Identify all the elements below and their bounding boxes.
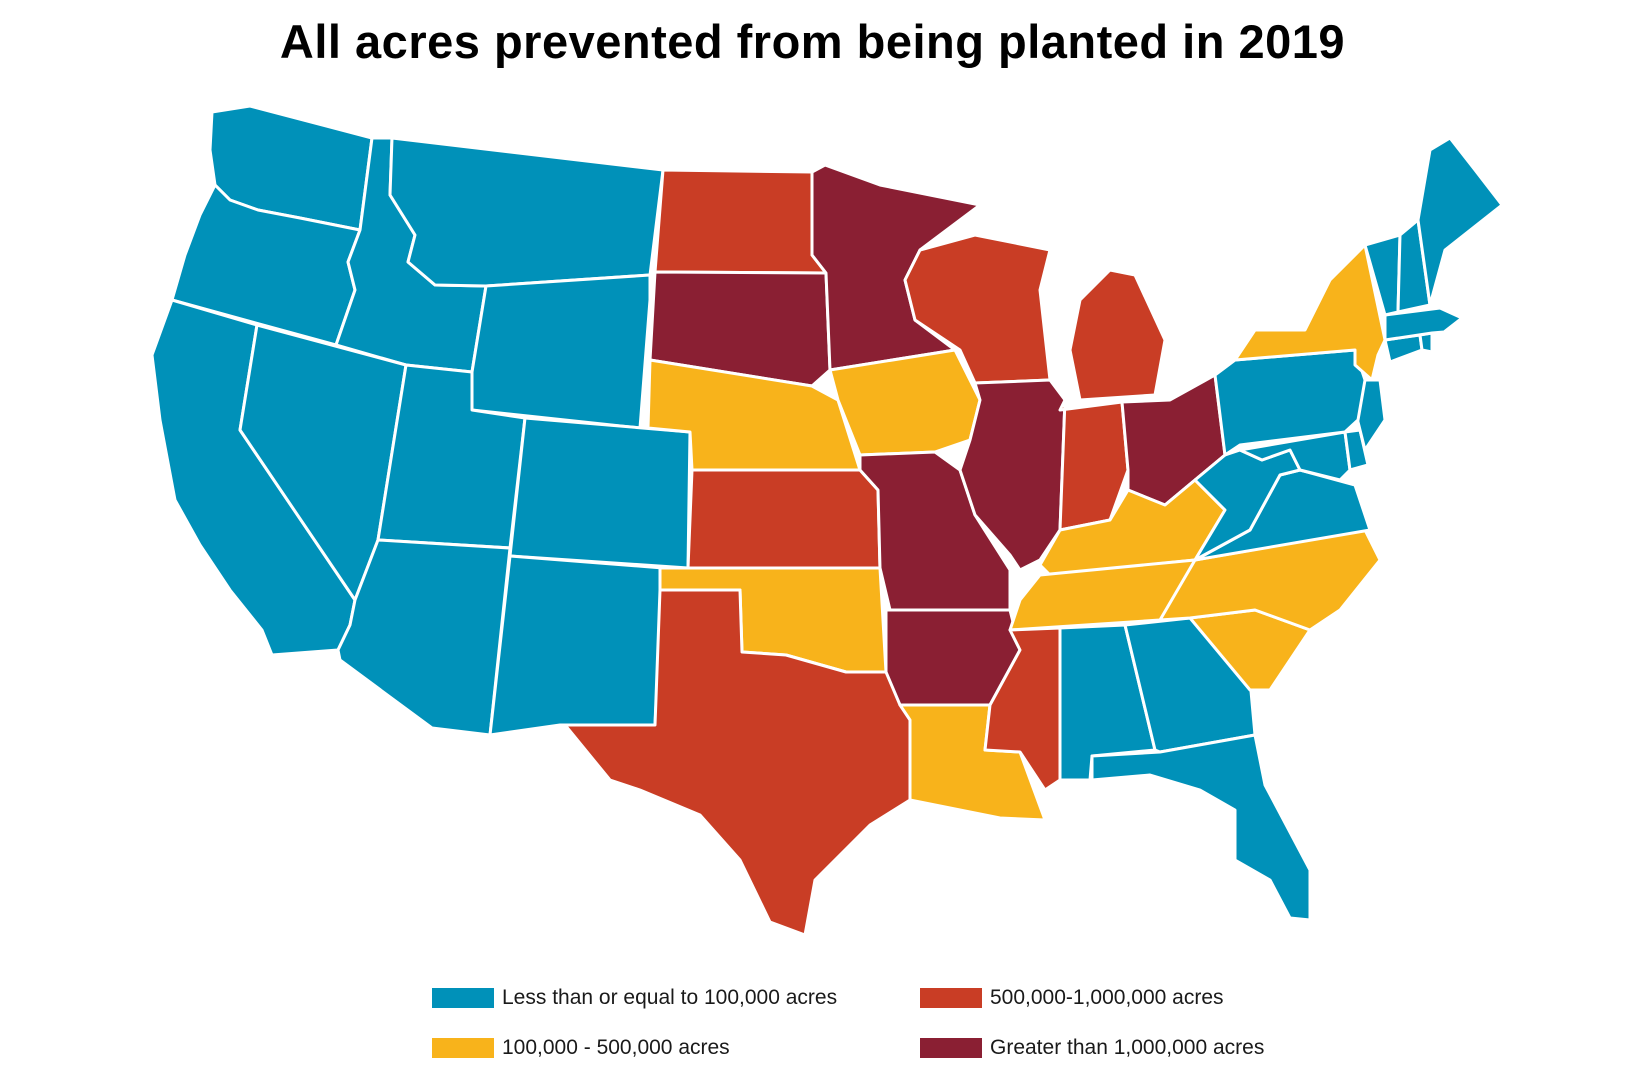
legend-item-highest: Greater than 1,000,000 acres bbox=[920, 1034, 1264, 1062]
map-title: All acres prevented from being planted i… bbox=[279, 15, 1346, 68]
state-south-dakota bbox=[648, 270, 832, 388]
legend-label-mid: 100,000 - 500,000 acres bbox=[502, 1036, 730, 1059]
state-kansas bbox=[686, 468, 882, 570]
legend-swatch-mid bbox=[432, 1038, 494, 1058]
state-colorado bbox=[508, 416, 692, 570]
legend-swatch-high bbox=[920, 988, 982, 1008]
legend-item-mid: 100,000 - 500,000 acres bbox=[432, 1034, 730, 1062]
state-new-mexico bbox=[488, 554, 665, 737]
state-montana bbox=[388, 136, 665, 288]
state-iowa bbox=[828, 348, 982, 457]
state-maine bbox=[1416, 136, 1504, 307]
legend-item-low: Less than or equal to 100,000 acres bbox=[432, 984, 837, 1012]
state-massachusetts bbox=[1383, 306, 1464, 342]
legend-swatch-low bbox=[432, 988, 494, 1008]
us-states-svg bbox=[150, 104, 1504, 937]
state-texas bbox=[563, 588, 912, 937]
legend-label-highest: Greater than 1,000,000 acres bbox=[990, 1036, 1265, 1059]
legend-swatch-highest bbox=[920, 1038, 982, 1058]
legend-label-high: 500,000-1,000,000 acres bbox=[990, 986, 1224, 1009]
state-north-dakota bbox=[653, 168, 828, 275]
state-north-carolina bbox=[1158, 528, 1382, 632]
state-florida bbox=[1090, 733, 1312, 922]
legend-label-low: Less than or equal to 100,000 acres bbox=[502, 986, 838, 1009]
state-michigan bbox=[1068, 268, 1167, 402]
us-choropleth-map bbox=[150, 104, 1504, 937]
legend-item-high: 500,000-1,000,000 acres bbox=[920, 984, 1224, 1012]
state-wyoming bbox=[470, 273, 652, 430]
state-illinois bbox=[958, 378, 1067, 572]
